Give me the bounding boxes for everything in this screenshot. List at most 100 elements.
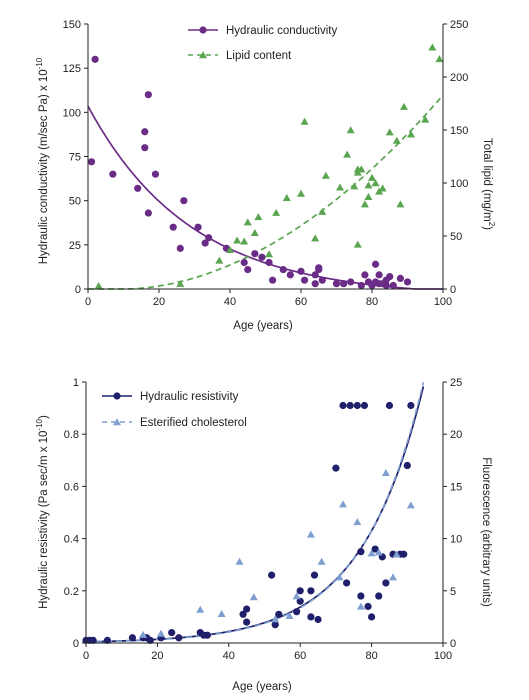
lipid-contentpoint	[421, 115, 430, 123]
hydraulic-conductivitypoint	[201, 239, 209, 247]
hydraulic-resistivitypoint	[332, 464, 340, 472]
y2-tick-label: 10	[450, 534, 462, 546]
lipid-contentpoint	[265, 250, 274, 258]
lipid-contentpoint	[360, 200, 369, 208]
hydraulic-conductivitypoint	[396, 274, 404, 282]
y2-tick-label: 20	[450, 429, 462, 441]
lipid-contentpoint	[321, 171, 330, 179]
lipid-contentpoint	[282, 194, 291, 202]
x-tick-label: 60	[294, 650, 306, 662]
chart-conductivity-lipid: 0 20 40 60 80 1000255075100125150050100150200…	[35, 19, 496, 332]
lipid-contentpoint	[371, 179, 380, 187]
lipid-contentpoint	[368, 173, 376, 181]
esterified-cholesterolpoint	[356, 602, 365, 610]
hydraulic-conductivitypoint	[279, 265, 287, 274]
esterified-cholesterolpoint	[271, 615, 280, 623]
hydraulic-conductivitypoint	[258, 253, 266, 261]
hydraulic-conductivitypoint	[311, 280, 319, 288]
hydraulic-conductivitypoint	[91, 55, 99, 63]
y2-axis-label: Fluorescence (arbitrary units)	[480, 457, 492, 607]
esterified-cholesterolpoint	[285, 612, 294, 620]
hydraulic-conductivitypoint	[251, 250, 259, 258]
lipid-contentpoint	[250, 229, 259, 237]
x-tick-label: 80	[366, 296, 378, 308]
legend-item-cholesterol: Esterified cholesterol	[102, 417, 247, 429]
esterified-cholesterolpoint	[335, 573, 344, 581]
y2-tick-label: 0	[450, 638, 456, 650]
lipid-contentpoint	[428, 43, 437, 51]
hydraulic-resistivitypoint	[296, 587, 304, 595]
hydraulic-resistivitypoint	[175, 634, 183, 642]
hydraulic-conductivitypoint	[389, 281, 397, 290]
lipid-contentpoint	[226, 245, 234, 253]
y-tick-label: 0.8	[64, 429, 79, 441]
legend-item-conductivity: Hydraulic conductivity	[188, 25, 337, 37]
hydraulic-resistivitypoint	[368, 613, 376, 621]
hydraulic-resistivitypoint	[357, 592, 365, 600]
lipid-contentpoint	[364, 192, 373, 200]
lipid-contentpoint	[311, 234, 320, 242]
hydraulic-resistivitypoint	[314, 615, 322, 624]
esterified-cholesterolfit-curve	[86, 382, 425, 643]
esterified-cholesterolpoint	[196, 605, 205, 613]
legend-label-conductivity: Hydraulic conductivity	[226, 25, 337, 37]
esterified-cholesterolpoint	[353, 518, 362, 526]
esterified-cholesterolpoint	[217, 609, 226, 617]
lipid-contentpoint	[318, 207, 327, 215]
hydraulic-conductivitypoint	[265, 258, 273, 267]
hydraulic-resistivitypoint	[307, 613, 315, 621]
hydraulic-resistivitypoint	[375, 592, 383, 600]
y-tick-label: 125	[63, 63, 81, 75]
hydraulic-resistivitypoint	[364, 602, 372, 611]
y-axis-label: Hydraulic conductivity (m/sec Pa) x 10-1…	[35, 57, 50, 264]
hydraulic-conductivitypoint	[311, 271, 319, 279]
lipid-contentpoint	[233, 236, 242, 244]
hydraulic-resistivitypoint	[360, 401, 369, 410]
y2-tick-label: 15	[450, 481, 462, 493]
lipid-contentpoint	[254, 213, 263, 221]
lipid-contentpoint	[350, 182, 359, 190]
hydraulic-conductivitypoint	[347, 278, 355, 286]
y-tick-label: 100	[63, 107, 81, 119]
x-tick-label: 20	[151, 650, 163, 662]
lipid-contentpoint	[343, 150, 352, 158]
hydraulic-conductivitypoint	[300, 276, 309, 284]
esterified-cholesterolpoint	[406, 501, 415, 509]
hydraulic-conductivitypoint	[269, 276, 277, 284]
lipid-contentpoint	[336, 183, 345, 191]
x-tick-label: 0	[83, 650, 89, 662]
hydraulic-resistivitypoint	[382, 579, 390, 587]
y2-tick-label: 150	[450, 125, 468, 137]
lipid-contentfit-curve	[88, 94, 444, 290]
hydraulic-conductivitypoint	[194, 223, 202, 231]
hydraulic-resistivitypoint	[275, 610, 283, 618]
hydraulic-conductivitypoint	[180, 197, 188, 205]
x-tick-label: 20	[153, 296, 165, 308]
hydraulic-conductivitypoint	[144, 209, 152, 217]
lipid-contentpoint	[435, 55, 444, 63]
y-tick-label: 0	[73, 638, 79, 650]
y2-tick-label: 100	[450, 178, 468, 190]
lipid-contentpoint	[94, 282, 103, 290]
esterified-cholesterolpoint	[249, 593, 258, 601]
x-tick-label: 80	[365, 650, 377, 662]
hydraulic-resistivityfit-curve	[86, 386, 425, 643]
hydraulic-conductivitypoint	[340, 280, 348, 288]
hydraulic-resistivitypoint	[353, 401, 361, 410]
lipid-contentpoint	[396, 200, 405, 208]
y2-tick-label: 200	[450, 72, 468, 84]
lipid-contentpoint	[346, 126, 355, 134]
hydraulic-conductivitypoint	[297, 267, 305, 275]
hydraulic-conductivitypoint	[109, 170, 117, 178]
lipid-contentpoint	[385, 128, 394, 136]
y2-axis-label: Total lipid (mg/m2)	[481, 138, 496, 230]
y-tick-label: 25	[69, 240, 81, 252]
hydraulic-conductivitypoint	[403, 278, 412, 286]
y-tick-label: 1	[73, 377, 79, 389]
hydraulic-resistivitypoint	[407, 401, 415, 410]
x-axis-label: Age (years)	[233, 320, 293, 332]
legend-label-lipid: Lipid content	[226, 50, 292, 62]
hydraulic-resistivitypoint	[128, 634, 137, 642]
lipid-contentpoint	[353, 240, 362, 248]
